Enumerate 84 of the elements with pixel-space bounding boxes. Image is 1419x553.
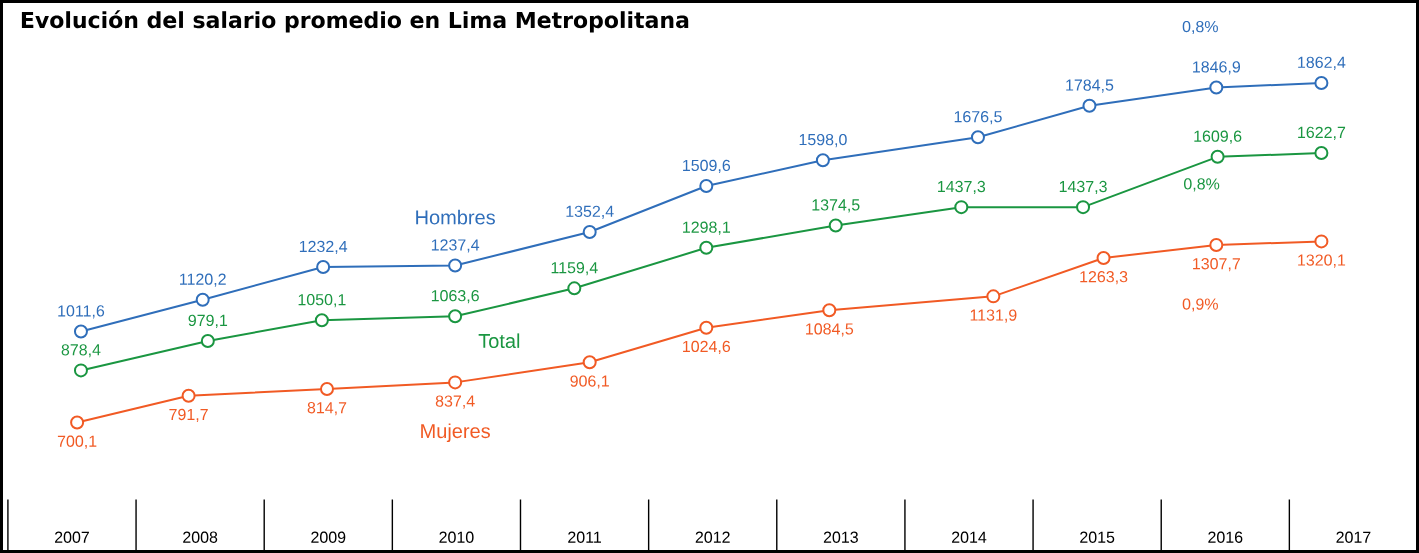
annotation: 0,8% <box>1184 178 1220 192</box>
point <box>1209 80 1224 95</box>
data-label: 1437,3 <box>938 180 986 195</box>
point <box>582 224 597 239</box>
x-tick-label: 2012 <box>695 531 730 543</box>
data-label: 1598,0 <box>799 133 847 148</box>
point <box>828 218 843 233</box>
data-label: 1263,3 <box>1080 271 1128 285</box>
x-tick-label: 2013 <box>823 531 858 543</box>
point <box>448 375 463 390</box>
data-label: 1352,4 <box>566 205 614 219</box>
point <box>316 260 331 274</box>
point <box>181 388 196 403</box>
series-label: Total <box>478 333 520 349</box>
x-tick-label: 2014 <box>952 531 987 543</box>
point <box>699 320 714 335</box>
data-label: 1120,2 <box>180 273 226 287</box>
data-label: 837,4 <box>435 395 475 409</box>
point <box>1082 98 1097 113</box>
data-label: 1159,4 <box>551 262 598 276</box>
data-label: 1084,5 <box>806 323 854 337</box>
point <box>970 130 985 145</box>
point <box>195 292 210 307</box>
point <box>1314 145 1329 160</box>
series-label: Hombres <box>416 209 495 225</box>
data-label: 1063,6 <box>431 290 479 304</box>
text: 0,8% <box>1182 20 1218 35</box>
point <box>320 382 334 397</box>
data-label: 1131,9 <box>970 309 1017 323</box>
data-label: 1509,6 <box>683 159 731 173</box>
series-label: Mujeres <box>421 423 490 443</box>
data-label: 878,4 <box>61 344 101 358</box>
x-tick-label: 2016 <box>1208 531 1243 543</box>
data-label: 1374,5 <box>812 199 860 213</box>
point <box>1314 75 1329 90</box>
data-label: 906,1 <box>570 375 609 389</box>
data-label: 1622,7 <box>1298 126 1346 140</box>
x-tick-label: 2015 <box>1080 531 1115 543</box>
x-tick-label: 2011 <box>568 531 601 543</box>
x-tick-label: 2010 <box>439 531 474 543</box>
point <box>986 289 1001 304</box>
data-label: 1784,5 <box>1066 79 1114 93</box>
point <box>1314 234 1329 249</box>
data-label: 1232,4 <box>299 240 348 254</box>
x-tick-label: 2009 <box>311 531 346 543</box>
point <box>582 355 597 370</box>
data-label: 700,1 <box>57 435 97 449</box>
data-label: 814,7 <box>307 402 347 416</box>
data-label: 1307,7 <box>1193 258 1240 272</box>
data-label: 1862,4 <box>1298 56 1346 70</box>
data-label: 1298,1 <box>683 221 730 235</box>
data-label: 1609,6 <box>1194 130 1242 144</box>
point <box>1209 238 1224 253</box>
data-label: 791,7 <box>169 408 208 423</box>
point <box>314 313 329 328</box>
data-label: 979,1 <box>188 314 228 328</box>
data-label: 1024,6 <box>683 340 731 354</box>
x-tick-label: 2008 <box>183 531 218 543</box>
data-label: 1676,5 <box>954 111 1002 125</box>
point <box>567 281 582 296</box>
data-label: 1050,1 <box>298 293 346 308</box>
point <box>70 415 85 430</box>
point <box>822 303 837 318</box>
annotation: 0,9% <box>1182 298 1218 312</box>
point <box>448 258 463 273</box>
data-label: 1237,4 <box>431 239 480 253</box>
data-label: 1437,3 <box>1059 180 1107 195</box>
point <box>448 309 463 324</box>
point <box>699 179 714 194</box>
point <box>73 324 88 339</box>
point <box>815 153 830 168</box>
point <box>1096 250 1111 265</box>
point <box>200 333 215 348</box>
point <box>1210 149 1225 164</box>
point <box>73 363 88 378</box>
point <box>954 200 969 215</box>
x-tick-label: 2007 <box>55 531 89 543</box>
point <box>1076 200 1091 215</box>
data-label: 1846,9 <box>1193 61 1241 75</box>
chart-title: Evolución del salario promedio en Lima Metropolitana <box>21 10 689 33</box>
x-tick-label: 2017 <box>1336 531 1371 543</box>
data-label: 1011,6 <box>58 305 105 319</box>
point <box>699 240 714 255</box>
data-label: 1320,1 <box>1298 254 1346 268</box>
